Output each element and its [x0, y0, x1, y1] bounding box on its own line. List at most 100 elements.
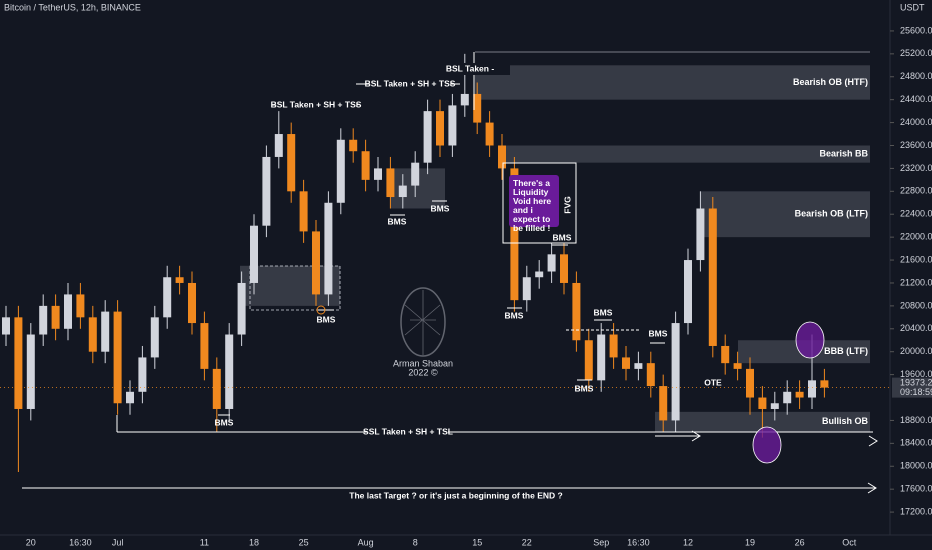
annotation: BMS [317, 314, 336, 324]
annotation: The last Target ? or it's just a beginni… [349, 490, 562, 500]
note-line: Liquidity [513, 187, 549, 197]
candle-body [138, 357, 147, 392]
chart-title: Bitcoin / TetherUS, 12h, BINANCE [4, 2, 141, 12]
candle-body [200, 323, 209, 369]
x-tick-label: 16:30 [627, 537, 650, 547]
candle-body [733, 363, 742, 369]
note-line: be filled ! [513, 223, 550, 233]
y-tick-label: 17600.00 [900, 484, 932, 494]
candle-body [684, 260, 692, 324]
y-tick-label: 22400.00 [900, 209, 932, 219]
note-line: expect to [513, 214, 550, 224]
candle-body [696, 208, 705, 261]
y-tick-label: 21200.00 [900, 277, 932, 287]
x-tick-label: 20 [26, 537, 36, 547]
zone-label: Bearish OB (HTF) [793, 77, 868, 87]
candle-body [374, 168, 382, 180]
candle-body [758, 397, 767, 409]
candle-body [460, 93, 469, 106]
x-tick-label: 22 [522, 537, 532, 547]
zone-label: Bearish OB (LTF) [795, 209, 868, 219]
candle-body [510, 168, 519, 301]
y-tick-label: 24800.00 [900, 71, 932, 81]
candle-body [522, 277, 531, 301]
note-line: and i [513, 205, 533, 215]
candle-body [175, 277, 184, 283]
candle-body [795, 391, 804, 398]
countdown-label: 09:18:59 [900, 387, 932, 397]
candle-body [51, 305, 60, 329]
candle-body [361, 151, 370, 180]
x-tick-label: 8 [413, 537, 418, 547]
annotation: BMS [388, 216, 407, 226]
candle-body [535, 271, 544, 278]
y-tick-label: 25600.00 [900, 25, 932, 35]
y-tick-label: 18400.00 [900, 438, 932, 448]
candle-body [150, 317, 159, 358]
candle-body [287, 134, 296, 192]
y-tick-label: 20400.00 [900, 323, 932, 333]
candle-body [659, 386, 668, 421]
candle-body [547, 254, 556, 272]
candle-body [274, 134, 283, 157]
dashed-box [249, 265, 341, 311]
annotation-bg [358, 490, 554, 502]
candle-body [498, 145, 506, 169]
x-tick-label: Sep [593, 537, 609, 547]
candle-body [473, 93, 482, 123]
y-tick-label: 21600.00 [900, 254, 932, 264]
candle-body [212, 368, 221, 409]
candle-body [64, 294, 72, 329]
zone-label: Bearish BB [819, 148, 868, 158]
candle-body [101, 311, 110, 352]
candle-body [485, 122, 494, 146]
y-tick-label: 18800.00 [900, 415, 932, 425]
candle-body [671, 323, 680, 421]
x-tick-label: 18 [249, 537, 259, 547]
y-tick-label: 22800.00 [900, 186, 932, 196]
candle-body [349, 139, 358, 152]
candle-body [2, 317, 10, 335]
candle-body [622, 357, 630, 369]
candle-body [262, 156, 271, 226]
candle-body [126, 391, 134, 404]
note-text: There's a Liquidity Void here and i expect t… [513, 178, 551, 233]
y-tick-label: 19600.00 [900, 369, 932, 379]
annotation: BMS [431, 203, 450, 213]
arrow-head [867, 482, 877, 494]
candle-body [225, 334, 234, 409]
annotation-bg [430, 63, 510, 75]
y-tick-label: 18000.00 [900, 461, 932, 471]
candle-body [584, 340, 593, 381]
x-tick-label: 11 [200, 537, 209, 547]
annotation: FVG [562, 196, 572, 214]
annotation: OTE [704, 377, 722, 387]
annotation: SSL Taken + SH + TSL [363, 426, 453, 436]
zone [500, 145, 870, 163]
candle-body [312, 231, 320, 295]
candle-body [188, 282, 196, 324]
candle-body [14, 317, 23, 409]
zone-label: BBB (LTF) [824, 346, 868, 356]
candle-body [634, 363, 643, 369]
candle-body [646, 363, 655, 387]
arrow-head [655, 430, 878, 447]
candle-body [237, 282, 246, 335]
annotation: BSL Taken + SH + TSS [365, 78, 456, 88]
y-tick-label: 24000.00 [900, 117, 932, 127]
candle-body [597, 334, 606, 381]
candle-body [76, 294, 85, 318]
candle-body [299, 191, 308, 232]
annotation-bg [368, 426, 448, 438]
annotation: BMS [215, 417, 234, 427]
candle-body [820, 380, 829, 388]
highlight [752, 426, 782, 464]
note-line: There's a [513, 178, 550, 188]
watermark-text: 2022 © [408, 367, 438, 377]
annotation: BMS [553, 232, 572, 242]
candle-body [436, 111, 444, 146]
annotation: BMS [575, 383, 594, 393]
watermark-text: Arman Shaban [393, 358, 453, 368]
last-price-box [892, 377, 932, 398]
x-tick-label: 19 [745, 537, 755, 547]
